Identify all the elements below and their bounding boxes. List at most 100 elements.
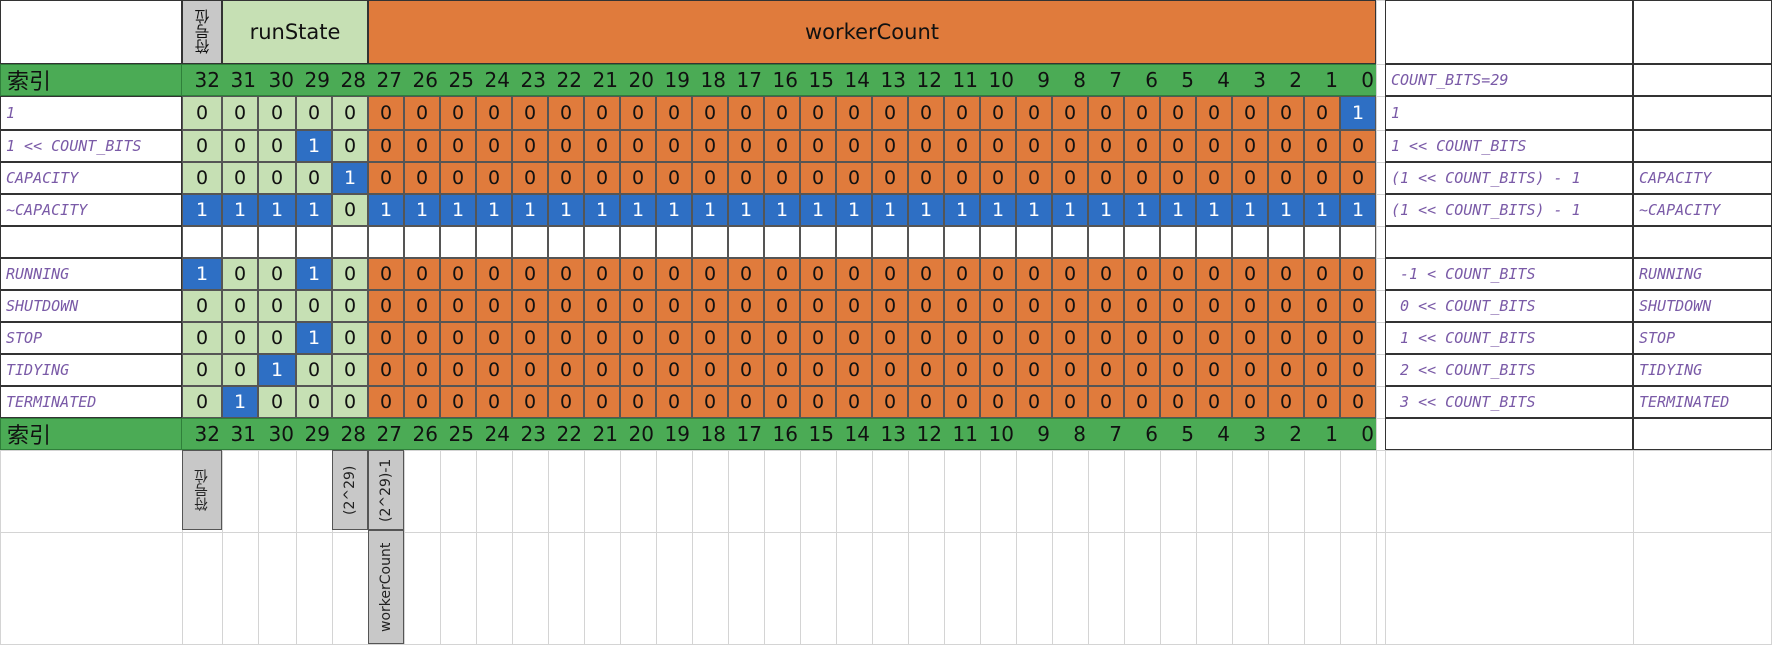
bit-cell: 0	[836, 290, 872, 322]
bit-cell: 0	[944, 290, 980, 322]
bit-cell: 0	[980, 96, 1016, 130]
index-number: 19	[656, 64, 692, 96]
bit-cell: 0	[1268, 386, 1304, 418]
bit-cell: 1	[1232, 194, 1268, 226]
bit-cell: 0	[1124, 162, 1160, 194]
bit-cell	[620, 226, 656, 258]
row-name: 1	[0, 96, 182, 130]
bit-cell: 0	[1016, 354, 1052, 386]
bit-cell: 0	[404, 96, 440, 130]
bit-cell: 0	[548, 290, 584, 322]
bit-cell: 0	[908, 130, 944, 162]
bit-cell: 1	[182, 194, 222, 226]
index-number: 13	[872, 418, 908, 450]
index-number: 25	[440, 64, 476, 96]
bit-cell: 0	[728, 96, 764, 130]
bit-cell: 0	[440, 162, 476, 194]
bit-cell: 0	[620, 258, 656, 290]
bit-cell	[404, 226, 440, 258]
bit-cell: 0	[944, 162, 980, 194]
bit-cell: 0	[368, 96, 404, 130]
bit-cell: 0	[476, 386, 512, 418]
row-name: TERMINATED	[0, 386, 182, 418]
bit-cell: 1	[296, 258, 332, 290]
row-name: CAPACITY	[0, 162, 182, 194]
index-number: 3	[1232, 64, 1268, 96]
bit-cell: 0	[728, 130, 764, 162]
count-bits-label: COUNT_BITS=29	[1385, 64, 1633, 96]
bit-cell: 1	[836, 194, 872, 226]
bit-cell: 0	[1232, 290, 1268, 322]
index-number: 24	[476, 64, 512, 96]
bit-cell: 0	[944, 386, 980, 418]
row-expression: 2 << COUNT_BITS	[1385, 354, 1633, 386]
bit-cell: 0	[728, 290, 764, 322]
bit-cell: 0	[980, 386, 1016, 418]
index-number: 0	[1340, 418, 1376, 450]
index-number: 31	[222, 418, 258, 450]
bit-cell: 0	[692, 290, 728, 322]
bit-cell: 0	[1304, 290, 1340, 322]
row-constant: SHUTDOWN	[1633, 290, 1772, 322]
bit-cell: 0	[222, 322, 258, 354]
index-number: 27	[368, 64, 404, 96]
row-constant: TERMINATED	[1633, 386, 1772, 418]
bit-cell: 0	[836, 258, 872, 290]
bit-cell: 0	[1016, 258, 1052, 290]
bit-cell: 0	[1124, 96, 1160, 130]
bit-cell: 0	[182, 130, 222, 162]
bit-cell: 1	[728, 194, 764, 226]
index-number: 1	[1304, 418, 1340, 450]
bit-cell: 0	[1052, 322, 1088, 354]
index-number: 32	[182, 418, 222, 450]
bit-cell: 0	[692, 162, 728, 194]
bit-cell: 0	[1160, 130, 1196, 162]
bit-cell: 0	[548, 386, 584, 418]
bit-cell: 0	[512, 162, 548, 194]
bit-cell	[656, 226, 692, 258]
bit-cell: 0	[764, 290, 800, 322]
bit-cell: 0	[656, 354, 692, 386]
bit-cell: 0	[1304, 354, 1340, 386]
row-name: TIDYING	[0, 354, 182, 386]
bit-cell	[182, 226, 222, 258]
bit-cell: 1	[296, 194, 332, 226]
bit-cell: 0	[512, 386, 548, 418]
bit-cell: 0	[764, 354, 800, 386]
row-constant	[1633, 96, 1772, 130]
bit-cell: 0	[908, 386, 944, 418]
bit-cell	[1088, 226, 1124, 258]
row-name	[0, 226, 182, 258]
bit-cell: 0	[620, 354, 656, 386]
bit-cell: 0	[872, 322, 908, 354]
bit-cell	[908, 226, 944, 258]
bit-cell	[872, 226, 908, 258]
bit-cell: 0	[1232, 258, 1268, 290]
index-number: 25	[440, 418, 476, 450]
bit-cell: 0	[944, 130, 980, 162]
bit-cell: 0	[222, 96, 258, 130]
const-cell	[1633, 64, 1772, 96]
bit-cell: 0	[764, 258, 800, 290]
bit-cell: 0	[1196, 386, 1232, 418]
index-number: 30	[258, 418, 296, 450]
bit-cell: 0	[1340, 354, 1376, 386]
bit-cell: 0	[368, 258, 404, 290]
bit-cell: 0	[584, 258, 620, 290]
bit-cell: 0	[440, 386, 476, 418]
index-number: 7	[1088, 64, 1124, 96]
bit-cell	[368, 226, 404, 258]
index-number: 8	[1052, 64, 1088, 96]
bit-cell: 0	[182, 96, 222, 130]
row-expression: (1 << COUNT_BITS) - 1	[1385, 162, 1633, 194]
bit-cell: 1	[764, 194, 800, 226]
bit-cell: 0	[404, 258, 440, 290]
index-number: 29	[296, 418, 332, 450]
row-name: 1 << COUNT_BITS	[0, 130, 182, 162]
bit-cell: 0	[908, 162, 944, 194]
bit-cell: 1	[1160, 194, 1196, 226]
bit-cell: 0	[728, 258, 764, 290]
bit-cell: 0	[1232, 354, 1268, 386]
bit-cell	[1052, 226, 1088, 258]
index-number: 23	[512, 64, 548, 96]
